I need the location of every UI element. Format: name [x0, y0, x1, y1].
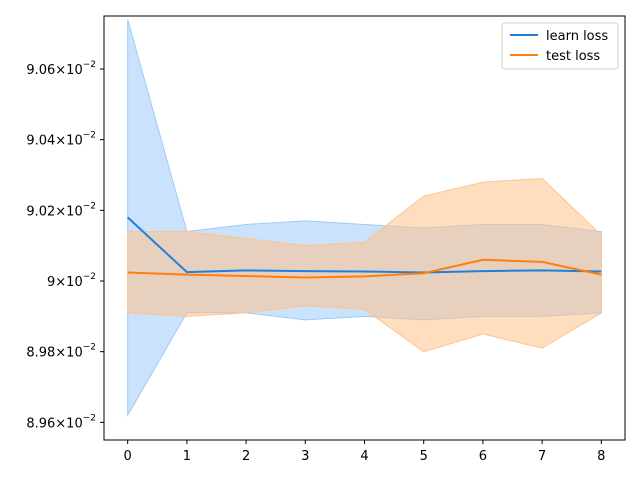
- y-tick-mantissa: 8.98: [26, 346, 55, 361]
- y-tick-label: 9.06×10−2: [26, 60, 96, 78]
- y-tick-label: 8.98×10−2: [26, 343, 96, 361]
- x-tick-label: 7: [538, 449, 546, 464]
- y-tick-exponent: −2: [83, 201, 96, 211]
- series-line-1: [127, 258, 602, 279]
- series-line-0: [127, 216, 602, 274]
- y-tick-times: ×: [55, 63, 66, 78]
- x-tick-label: 8: [597, 449, 605, 464]
- y-tick-times: ×: [55, 346, 66, 361]
- legend-label-0: learn loss: [546, 29, 608, 44]
- y-tick-label: 9×10−2: [47, 272, 96, 290]
- y-tick-mantissa: 9.04: [26, 134, 55, 149]
- y-tick-times: ×: [55, 134, 66, 149]
- y-tick-exponent: −2: [83, 413, 96, 423]
- y-tick-exponent: −2: [83, 272, 96, 282]
- legend: learn loss test loss: [501, 22, 619, 70]
- confidence-band-1: [127, 178, 602, 353]
- y-tick-times: ×: [55, 416, 66, 431]
- y-tick-times: ×: [55, 204, 66, 219]
- y-tick-exponent: −2: [83, 343, 96, 353]
- y-tick-label: 9.04×10−2: [26, 131, 96, 149]
- y-tick-mantissa: 9.06: [26, 63, 55, 78]
- x-axis: 0 1 2 3 4 5 6 7 8: [124, 440, 605, 464]
- y-tick-base: 10: [66, 275, 83, 290]
- y-tick-base: 10: [66, 63, 83, 78]
- x-tick-label: 6: [479, 449, 487, 464]
- series-lines: [127, 216, 602, 279]
- x-tick-label: 5: [420, 449, 428, 464]
- y-tick-base: 10: [66, 134, 83, 149]
- x-tick-label: 4: [360, 449, 368, 464]
- x-tick-label: 0: [124, 449, 132, 464]
- confidence-bands: [127, 19, 602, 418]
- y-tick-times: ×: [55, 275, 66, 290]
- x-tick-label: 1: [183, 449, 191, 464]
- y-axis: 8.96×10−28.98×10−29×10−29.02×10−29.04×10…: [26, 60, 104, 431]
- y-tick-mantissa: 8.96: [26, 416, 55, 431]
- y-tick-base: 10: [66, 346, 83, 361]
- y-tick-exponent: −2: [83, 60, 96, 70]
- y-tick-exponent: −2: [83, 131, 96, 141]
- y-tick-base: 10: [66, 204, 83, 219]
- x-tick-label: 2: [242, 449, 250, 464]
- y-tick-mantissa: 9.02: [26, 204, 55, 219]
- y-tick-label: 8.96×10−2: [26, 413, 96, 431]
- y-tick-label: 9.02×10−2: [26, 201, 96, 219]
- y-tick-mantissa: 9: [47, 275, 55, 290]
- x-tick-label: 3: [301, 449, 309, 464]
- y-tick-base: 10: [66, 416, 83, 431]
- legend-label-1: test loss: [546, 49, 600, 64]
